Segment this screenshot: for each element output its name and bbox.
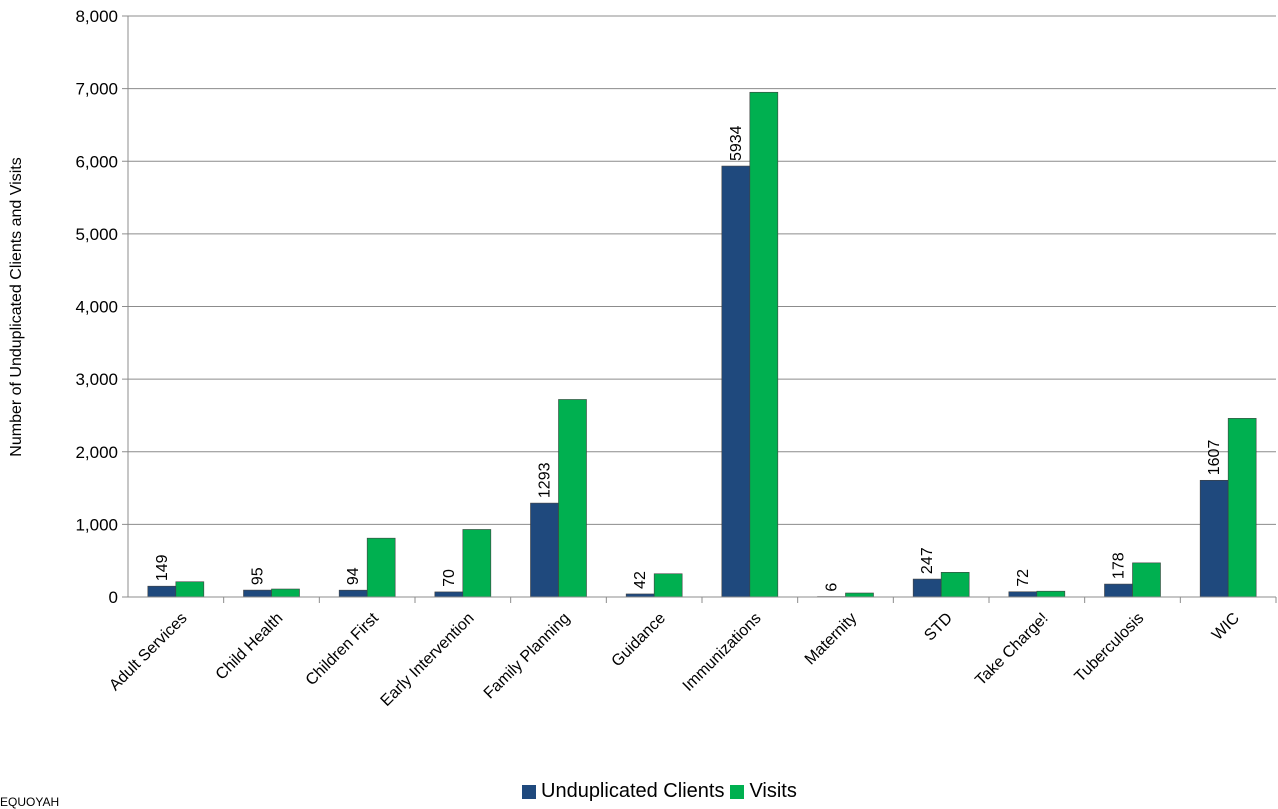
legend-swatch-unduplicated-clients xyxy=(522,784,536,799)
y-tick-label: 1,000 xyxy=(75,515,118,534)
bar xyxy=(558,399,587,598)
gridlines xyxy=(128,15,1276,525)
bar xyxy=(721,165,751,598)
y-tick-labels: 0 1,000 2,000 3,000 4,000 5,000 6,000 7,000 8,00… xyxy=(75,7,118,607)
bar xyxy=(845,592,874,598)
category-label: Tuberculosis xyxy=(1072,610,1148,686)
bar xyxy=(1008,591,1038,598)
y-tick-label: 0 xyxy=(109,588,118,607)
category-label: WIC xyxy=(1209,610,1243,644)
legend-label-visits: Visits xyxy=(749,780,797,802)
bar xyxy=(434,591,464,598)
bar xyxy=(1132,562,1161,598)
data-labels: 149 95 94 70 1293 42 5934 6 247 72 178 1607 xyxy=(154,125,1223,591)
data-label: 72 xyxy=(1015,569,1032,587)
y-axis-label: Number of Unduplicated Clients and Visit… xyxy=(8,157,25,456)
y-tick-label: 7,000 xyxy=(75,80,118,99)
category-label: Maternity xyxy=(802,610,861,669)
category-label: Adult Services xyxy=(106,610,190,694)
category-labels: Adult Services Child Health Children First… xyxy=(106,609,1243,709)
data-label: 5934 xyxy=(728,125,745,161)
data-label: 42 xyxy=(632,571,649,589)
legend: Unduplicated Clients Visits xyxy=(522,780,803,803)
category-label: Child Health xyxy=(213,610,287,684)
y-tick-label: 5,000 xyxy=(75,225,118,244)
data-label: 247 xyxy=(919,547,936,574)
y-tick-label: 2,000 xyxy=(75,443,118,462)
data-label: 149 xyxy=(154,554,171,581)
category-label: STD xyxy=(921,610,956,645)
bar xyxy=(1104,583,1133,598)
legend-item-unduplicated-clients: Unduplicated Clients xyxy=(522,780,724,803)
data-label: 95 xyxy=(250,567,267,585)
bar xyxy=(912,578,942,598)
data-label: 1293 xyxy=(537,462,554,498)
bar xyxy=(462,529,492,598)
bar xyxy=(653,573,683,598)
category-label: Early Intervention xyxy=(378,610,478,710)
category-label: Guidance xyxy=(609,610,670,671)
category-label: Children First xyxy=(303,609,383,689)
bar xyxy=(147,585,177,598)
bar xyxy=(338,589,368,598)
bar xyxy=(271,588,300,598)
bar xyxy=(1036,590,1066,598)
axes xyxy=(122,15,1277,603)
bar xyxy=(940,572,970,598)
bar xyxy=(749,91,779,598)
legend-label-unduplicated-clients: Unduplicated Clients xyxy=(541,780,725,802)
data-label: 6 xyxy=(824,583,841,592)
bar xyxy=(530,502,559,598)
data-label: 70 xyxy=(441,569,458,587)
data-label: 178 xyxy=(1111,552,1128,579)
category-label: Take Charge! xyxy=(972,610,1051,689)
bars xyxy=(147,91,1257,598)
bar xyxy=(366,537,396,598)
y-tick-label: 8,000 xyxy=(75,7,118,26)
legend-swatch-visits xyxy=(730,784,745,799)
y-tick-label: 3,000 xyxy=(75,370,118,389)
legend-item-visits: Visits xyxy=(730,780,797,803)
bar xyxy=(1227,418,1257,598)
bar xyxy=(175,581,205,598)
bar xyxy=(1199,479,1229,598)
data-label: 94 xyxy=(345,567,362,585)
bar xyxy=(243,589,272,598)
footer-text: EQUOYAH xyxy=(0,795,60,809)
category-label: Family Planning xyxy=(481,610,574,703)
y-tick-label: 6,000 xyxy=(75,152,118,171)
category-label: Immunizations xyxy=(680,610,765,695)
data-label: 1607 xyxy=(1206,440,1223,476)
y-tick-label: 4,000 xyxy=(75,298,118,317)
